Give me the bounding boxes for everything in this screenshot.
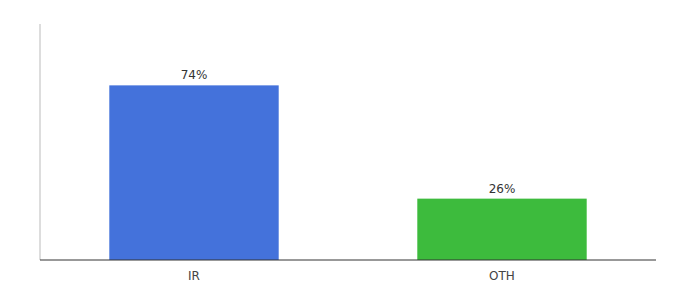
bar [417,199,586,260]
bar [109,85,278,260]
y-axis-line [40,24,41,260]
data-label: 74% [181,68,208,82]
x-tick-label: OTH [489,269,515,283]
chart: IR OTH 74% 26% [0,0,680,300]
x-tick-label: IR [188,269,200,283]
bars [109,85,586,260]
x-axis-line [40,260,656,261]
data-label: 26% [489,182,516,196]
chart-container: IR OTH 74% 26% [0,0,680,300]
